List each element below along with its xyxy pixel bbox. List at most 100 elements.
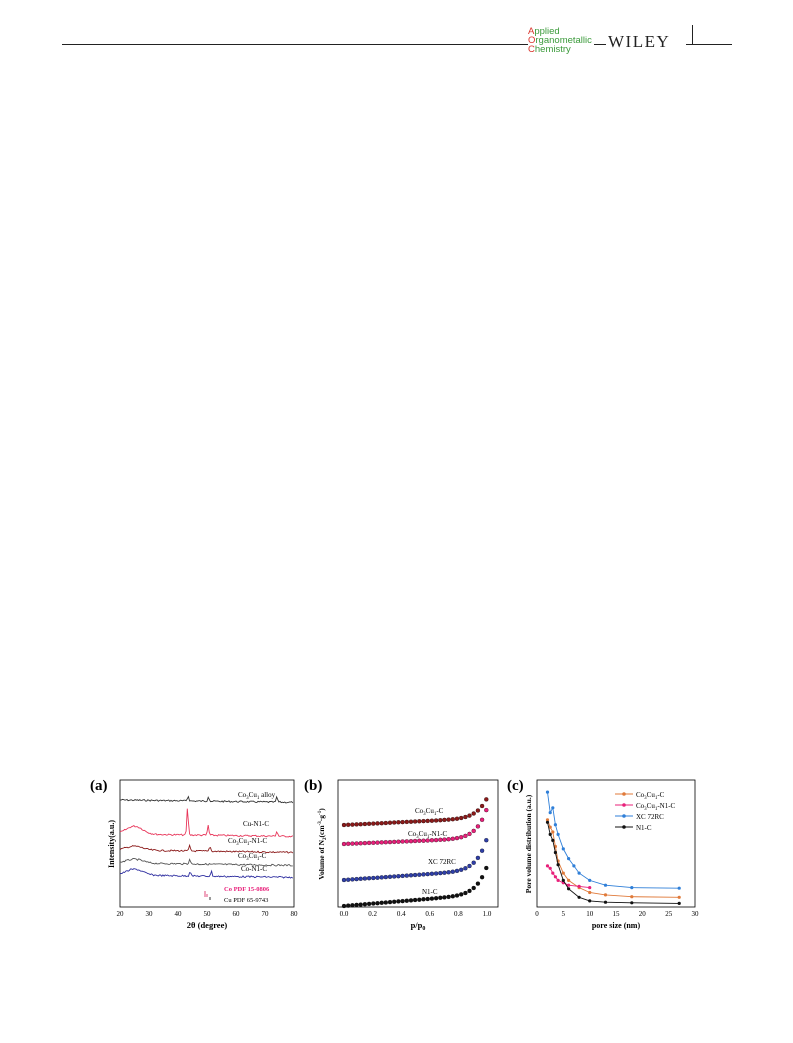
pore-point-xc72rc <box>603 883 608 887</box>
pore-point-xc72rc <box>553 823 557 827</box>
xtick: 5 <box>562 910 566 918</box>
xtick: 30 <box>146 910 154 918</box>
isotherm-point-n1-c <box>375 901 380 906</box>
isotherm-point-co3cu1-c <box>404 819 409 825</box>
isotherm-point-co3cu1-c <box>417 819 422 824</box>
isotherm-point-n1-c <box>387 899 393 905</box>
pore-point-n1-c <box>551 838 555 842</box>
isotherm-point-co3cu1-c <box>354 822 359 827</box>
isotherm-point-co3cu1-n1-c <box>463 833 468 839</box>
pore-point-co3cu1-c <box>567 878 571 882</box>
panel-b-isotherm-chart: (b) Co3Cu1-C Co3Cu1-N1-C XC 72RC N1-C 0.… <box>304 778 499 932</box>
isotherm-point-xc72rc <box>412 872 418 878</box>
isotherm-point-co3cu1-n1-c <box>479 817 485 822</box>
pore-point-n1-c <box>630 901 634 905</box>
isotherm-point-co3cu1-n1-c <box>366 840 372 846</box>
isotherm-point-co3cu1-c <box>371 821 376 826</box>
pore-point-xc72rc <box>545 790 550 794</box>
xtick: 15 <box>613 910 621 918</box>
isotherm-point-xc72rc <box>354 876 359 882</box>
isotherm-point-co3cu1-c <box>479 803 485 809</box>
isotherm-point-xc72rc <box>358 876 363 881</box>
xtick: 1.0 <box>483 910 492 918</box>
isotherm-point-co3cu1-c <box>358 822 363 827</box>
panel-c-legend: Co3Cu1-C Co3Cu1-N1-C XC 72RC N1-C <box>615 791 676 832</box>
isotherm-point-n1-c <box>366 901 372 907</box>
panel-c-xticks: 0 5 10 15 20 25 30 <box>535 910 699 918</box>
pore-point-co3cu1-n1-c <box>545 864 550 868</box>
isotherm-point-co3cu1-n1-c <box>425 838 430 843</box>
isotherm-point-xc72rc <box>387 874 393 879</box>
isotherm-point-n1-c <box>341 903 347 909</box>
isotherm-point-n1-c <box>438 895 443 900</box>
isotherm-point-n1-c <box>471 885 476 891</box>
isotherm-point-n1-c <box>358 902 363 907</box>
panel-a-xlabel: 2θ (degree) <box>187 920 228 930</box>
header-rule-right <box>686 44 732 45</box>
svg-text:Co3Cu1-N1-C: Co3Cu1-N1-C <box>636 802 676 812</box>
pore-point-n1-c <box>577 895 581 899</box>
journal-line-3: Chemistry <box>528 44 571 55</box>
isotherm-point-co3cu1-c <box>400 819 405 825</box>
isotherm-point-n1-c <box>417 897 422 902</box>
isotherm-point-co3cu1-n1-c <box>375 840 380 845</box>
pore-point-co3cu1-n1-c <box>548 866 552 870</box>
pore-point-co3cu1-n1-c <box>553 875 557 879</box>
xtick: 40 <box>175 910 183 918</box>
isotherm-point-co3cu1-n1-c <box>346 841 351 846</box>
journal-line-1: Applied <box>528 26 560 37</box>
isotherm-point-co3cu1-n1-c <box>475 824 481 829</box>
isotherm-point-n1-c <box>433 896 439 901</box>
isotherm-point-co3cu1-c <box>362 821 368 827</box>
panel-a-traces <box>119 795 294 879</box>
label-co3cu1-c: Co3Cu1-C <box>238 852 267 862</box>
isotherm-point-co3cu1-n1-c <box>442 837 447 842</box>
panel-a-xticks: 20 30 40 50 60 70 80 <box>117 910 299 918</box>
isotherm-point-xc72rc <box>408 873 414 878</box>
isotherm-point-xc72rc <box>475 855 481 861</box>
pore-point-n1-c <box>556 863 560 867</box>
pore-point-n1-c <box>553 850 557 855</box>
pore-point-n1-c <box>677 901 681 905</box>
isotherm-point-co3cu1-c <box>471 811 476 816</box>
pore-point-xc72rc <box>588 878 592 882</box>
isotherm-point-xc72rc <box>417 872 422 877</box>
isotherm-point-co3cu1-n1-c <box>459 835 464 840</box>
pore-point-co3cu1-n1-c <box>556 878 560 882</box>
label-n1-c: N1-C <box>422 888 438 896</box>
panel-c-lines <box>545 790 681 905</box>
label-cu-n1-c: Cu-N1-C <box>243 820 269 828</box>
isotherm-point-xc72rc <box>396 874 401 879</box>
xtick: 20 <box>117 910 125 918</box>
isotherm-point-xc72rc <box>471 860 476 865</box>
pore-point-n1-c <box>548 832 552 836</box>
isotherm-point-co3cu1-n1-c <box>446 837 451 842</box>
isotherm-point-co3cu1-n1-c <box>350 841 355 846</box>
panel-b-ylabel: Volume of N2(cm-3·g-1) <box>317 808 328 880</box>
pore-point-xc72rc <box>572 864 576 868</box>
isotherm-point-co3cu1-c <box>346 822 351 827</box>
isotherm-point-co3cu1-n1-c <box>450 836 455 841</box>
pore-point-n1-c <box>561 878 565 882</box>
label-cu-pdf: Cu PDF 65-9743 <box>224 897 268 904</box>
isotherm-point-co3cu1-c <box>433 818 439 823</box>
pore-line-n1-c <box>547 822 680 904</box>
xtick: 0.8 <box>454 910 463 918</box>
publisher-logo: WILEY <box>608 32 671 51</box>
isotherm-point-co3cu1-n1-c <box>454 835 460 841</box>
trace-co3cu1-n1-c <box>119 843 294 854</box>
panel-a-trace-labels: Co3Cu1 alloy Cu-N1-C Co3Cu1-N1-C Co3Cu1-… <box>224 791 276 904</box>
panel-c-xlabel: pore size (nm) <box>592 921 641 930</box>
xtick: 50 <box>204 910 212 918</box>
isotherm-point-n1-c <box>350 903 355 908</box>
isotherm-point-co3cu1-c <box>467 813 472 818</box>
isotherm-point-co3cu1-n1-c <box>438 837 443 842</box>
isotherm-point-co3cu1-n1-c <box>421 838 426 843</box>
label-co3cu1-n1-c: Co3Cu1-N1-C <box>228 837 268 847</box>
isotherm-point-co3cu1-c <box>484 797 489 802</box>
panel-a-frame <box>119 779 295 908</box>
pore-point-co3cu1-c <box>630 895 634 899</box>
isotherm-point-co3cu1-c <box>446 817 451 822</box>
isotherm-point-co3cu1-n1-c <box>484 807 489 813</box>
isotherm-point-co3cu1-c <box>421 818 426 824</box>
